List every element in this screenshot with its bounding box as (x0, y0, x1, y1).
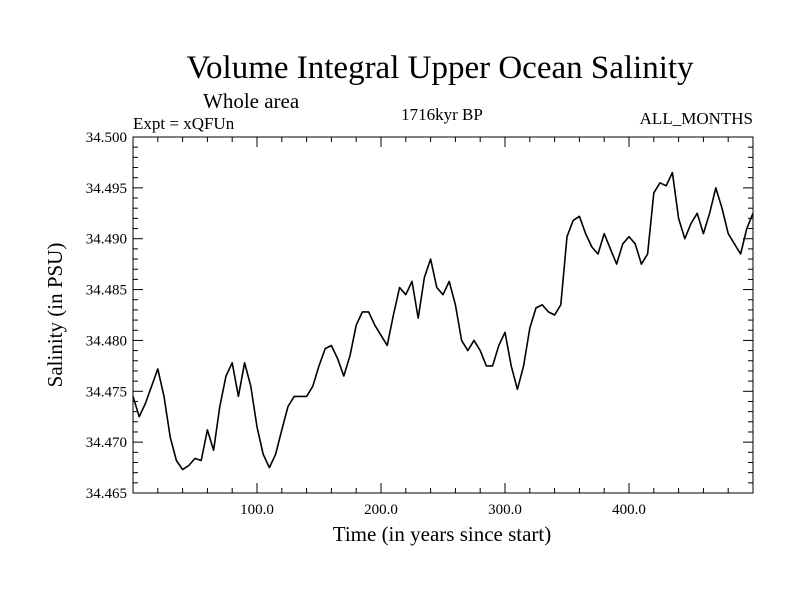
x-tick-label: 100.0 (240, 502, 274, 518)
axis-tick-labels: 100.0 200.0 300.0 400.0 34.465 34.470 34.475 34… (86, 130, 646, 518)
epoch-label: 1716kyr BP (401, 105, 483, 124)
plot-frame (132, 136, 754, 494)
x-tick-label: 400.0 (612, 502, 646, 518)
y-tick-label: 34.480 (86, 333, 127, 349)
y-axis-label: Salinity (in PSU) (43, 243, 67, 388)
y-tick-label: 34.475 (86, 384, 127, 400)
y-tick-label: 34.485 (86, 283, 127, 299)
y-tick-label: 34.495 (86, 181, 127, 197)
y-tick-label: 34.490 (86, 232, 127, 248)
x-axis-label: Time (in years since start) (333, 522, 552, 546)
salinity-series-line (132, 171, 754, 471)
y-tick-label: 34.465 (86, 486, 127, 502)
months-label: ALL_MONTHS (640, 109, 753, 128)
y-tick-label: 34.500 (86, 130, 127, 146)
y-tick-label: 34.470 (86, 435, 127, 451)
chart-title: Volume Integral Upper Ocean Salinity (186, 50, 694, 86)
experiment-label: Expt = xQFUn (133, 114, 235, 133)
axis-ticks (133, 137, 753, 493)
x-tick-label: 300.0 (488, 502, 522, 518)
x-tick-label: 200.0 (364, 502, 398, 518)
chart-subtitle: Whole area (203, 89, 300, 113)
